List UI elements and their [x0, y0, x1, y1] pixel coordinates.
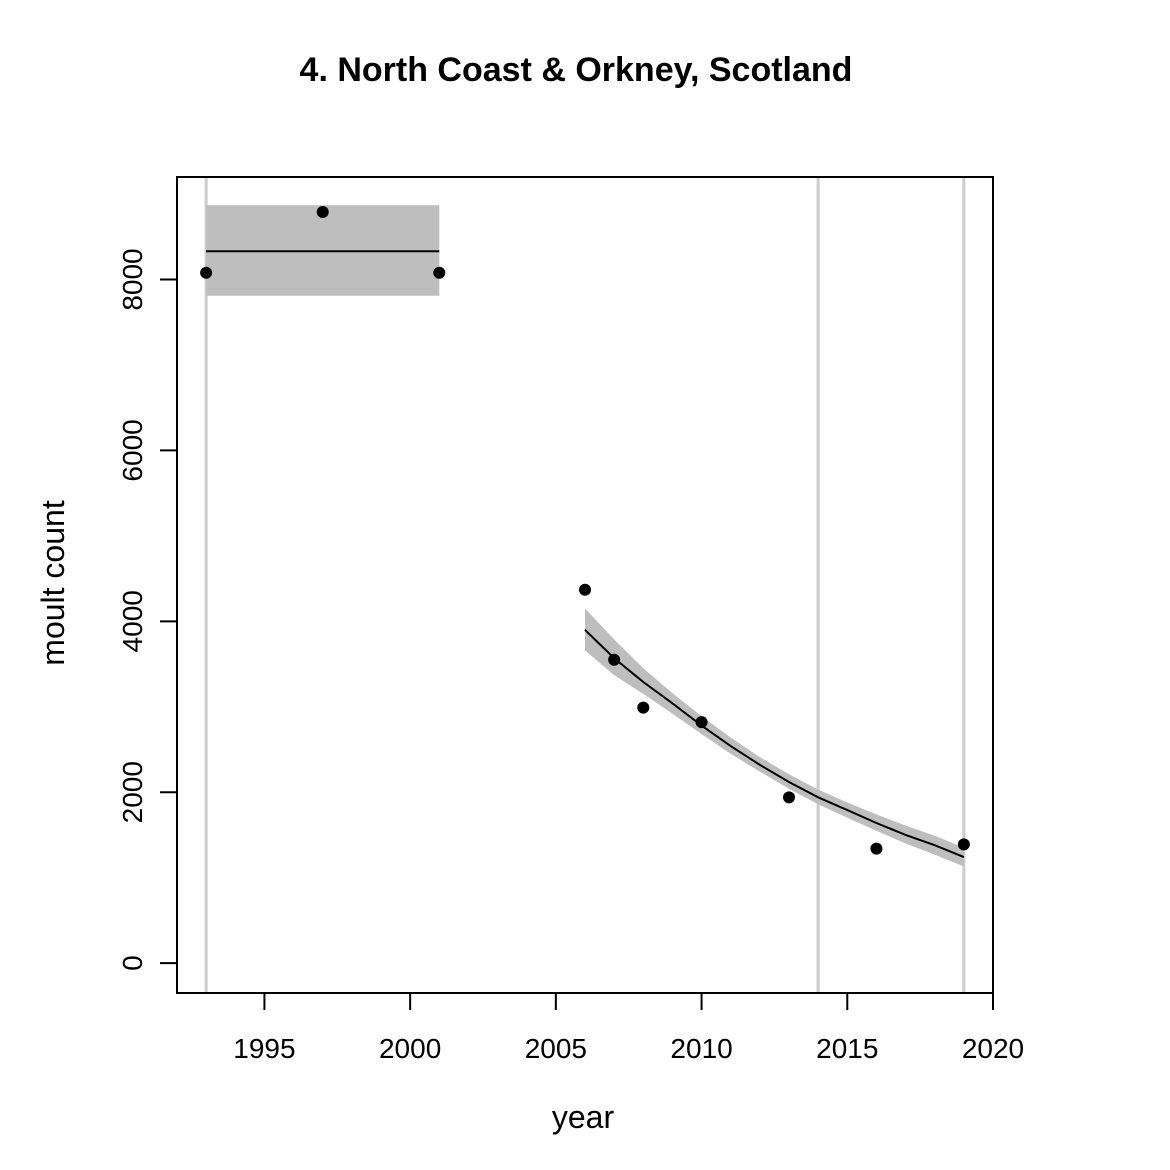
x-axis: 1995 2000 2005 2010 2015 2020: [233, 992, 1024, 1064]
y-tick-label-4: 8000: [117, 248, 148, 310]
data-point-0-1: [316, 206, 329, 219]
data-point-0-8: [870, 842, 883, 855]
fit-line-1: [584, 629, 965, 859]
data-point-0-2: [433, 266, 446, 279]
data-point-0-9: [957, 838, 970, 851]
y-axis-label: moult count: [35, 500, 71, 666]
y-tick-label-2: 4000: [117, 590, 148, 652]
data-point-0-7: [783, 791, 795, 804]
y-axis: 0 2000 4000 6000 8000: [117, 248, 178, 971]
data-point-0-3: [579, 583, 591, 596]
x-tick-label-4: 2015: [816, 1033, 878, 1064]
data-point-0-0: [200, 266, 213, 279]
plot-area: [200, 177, 970, 993]
x-tick-label-0: 1995: [233, 1033, 295, 1064]
data-point-0-6: [695, 716, 708, 729]
y-tick-label-1: 2000: [117, 761, 148, 823]
x-tick-label-1: 2000: [379, 1033, 441, 1064]
y-tick-label-0: 0: [117, 955, 148, 971]
data-point-0-5: [637, 701, 650, 714]
chart-title: 4. North Coast & Orkney, Scotland: [300, 51, 853, 89]
fit-ci-band-1: [585, 608, 964, 867]
x-tick-label-2: 2005: [525, 1033, 587, 1064]
data-point-0-4: [608, 653, 621, 666]
x-axis-label: year: [552, 1099, 615, 1135]
x-tick-label-3: 2010: [670, 1033, 732, 1064]
y-tick-label-3: 6000: [117, 419, 148, 481]
x-tick-label-5: 2020: [962, 1033, 1024, 1064]
